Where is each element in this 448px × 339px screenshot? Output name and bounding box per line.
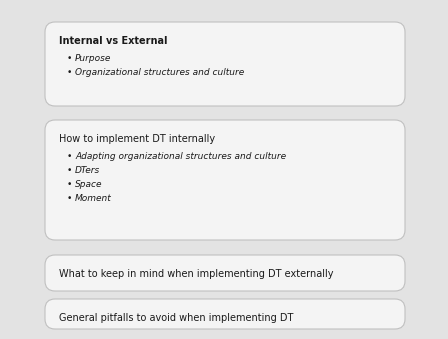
FancyBboxPatch shape	[45, 22, 405, 106]
Text: Purpose: Purpose	[75, 54, 112, 63]
Text: Organizational structures and culture: Organizational structures and culture	[75, 68, 244, 77]
Text: Internal vs External: Internal vs External	[59, 36, 168, 46]
Text: •: •	[67, 68, 73, 77]
FancyBboxPatch shape	[45, 255, 405, 291]
FancyBboxPatch shape	[45, 299, 405, 329]
Text: •: •	[67, 152, 73, 161]
Text: Space: Space	[75, 180, 103, 189]
Text: What to keep in mind when implementing DT externally: What to keep in mind when implementing D…	[59, 269, 333, 279]
Text: •: •	[67, 54, 73, 63]
Text: •: •	[67, 166, 73, 175]
Text: Moment: Moment	[75, 194, 112, 203]
Text: General pitfalls to avoid when implementing DT: General pitfalls to avoid when implement…	[59, 313, 293, 323]
Text: Adapting organizational structures and culture: Adapting organizational structures and c…	[75, 152, 286, 161]
Text: DTers: DTers	[75, 166, 100, 175]
FancyBboxPatch shape	[10, 10, 438, 329]
FancyBboxPatch shape	[45, 120, 405, 240]
Text: How to implement DT internally: How to implement DT internally	[59, 134, 215, 144]
Text: •: •	[67, 180, 73, 189]
Text: •: •	[67, 194, 73, 203]
